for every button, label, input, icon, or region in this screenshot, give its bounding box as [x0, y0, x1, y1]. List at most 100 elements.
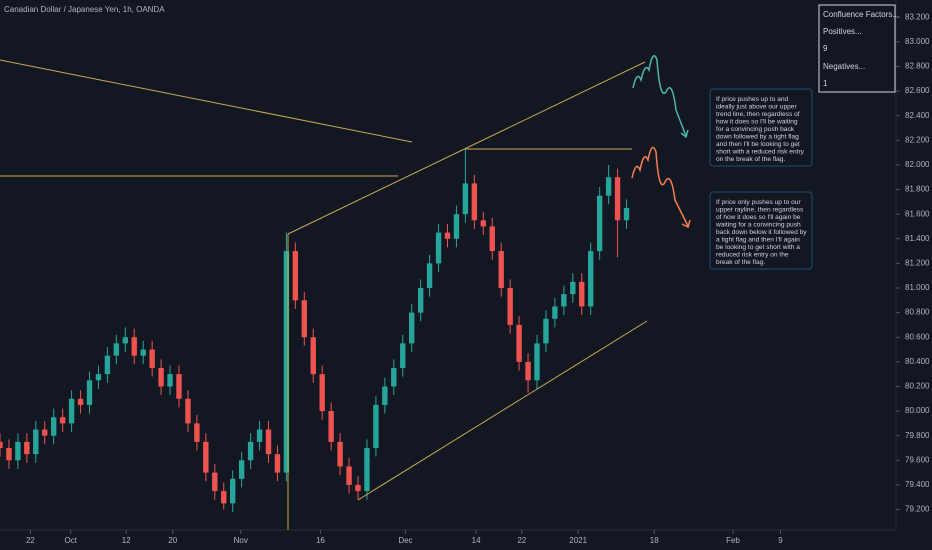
- candle-body: [373, 404, 379, 448]
- candle-body: [59, 417, 66, 424]
- x-tick-label: Oct: [64, 536, 77, 545]
- candle-body: [364, 448, 370, 492]
- x-tick-label: 2021: [569, 536, 587, 545]
- x-tick-label: Nov: [234, 536, 248, 545]
- candle-body: [534, 343, 540, 381]
- annotation-text: back down below it followed by: [716, 229, 807, 236]
- positives-count: 9: [823, 44, 828, 53]
- annotation-text: be looking to get short with a: [716, 244, 800, 251]
- candle-body: [131, 337, 137, 356]
- candle-body: [301, 300, 307, 338]
- y-tick-label: 80.200: [905, 382, 930, 391]
- candle-body: [212, 472, 218, 492]
- projection-arrow: [631, 146, 689, 227]
- candle-body: [516, 324, 522, 362]
- candle-body: [614, 177, 621, 221]
- y-tick-label: 80.600: [905, 332, 930, 341]
- candle-body: [104, 355, 111, 375]
- annotation-text: short with a reduced risk entry: [716, 148, 805, 155]
- candle-body: [230, 478, 236, 504]
- candle-body: [382, 386, 388, 405]
- y-tick-label: 79.400: [905, 480, 930, 489]
- x-tick-label: 22: [517, 536, 526, 545]
- candle-body: [391, 368, 397, 387]
- candle-body: [95, 374, 102, 381]
- annotation-text: for a convincing push back: [716, 126, 795, 133]
- confluence-heading: Confluence Factors...: [823, 10, 899, 19]
- y-tick-label: 79.800: [905, 431, 930, 440]
- x-tick-label: 16: [316, 536, 325, 545]
- candle-body: [51, 417, 57, 436]
- candle-body: [355, 484, 361, 492]
- annotation-text: If price only pushes up to our: [716, 199, 801, 206]
- candle-body: [444, 232, 451, 239]
- x-tick-label: Feb: [726, 536, 740, 545]
- y-tick-label: 82.200: [905, 135, 930, 144]
- y-tick-label: 83.200: [905, 12, 930, 21]
- candle-body: [194, 423, 200, 442]
- candle-body: [543, 318, 549, 344]
- candle-body: [525, 361, 531, 381]
- annotation-text: and then I'll be looking to get: [716, 141, 800, 148]
- candle-body: [596, 195, 603, 252]
- candle-body: [435, 232, 442, 264]
- annotation-text: break of the flag.: [716, 259, 765, 266]
- candle-body: [605, 177, 612, 196]
- candle-body: [0, 441, 3, 448]
- candle-body: [283, 251, 290, 473]
- candle-body: [274, 454, 281, 473]
- y-tick-label: 82.000: [905, 160, 930, 169]
- candle-body: [489, 226, 495, 252]
- annotation-box: [709, 191, 813, 270]
- y-tick-label: 81.200: [905, 258, 930, 267]
- y-tick-label: 82.400: [905, 111, 930, 120]
- candle-body: [346, 466, 352, 485]
- y-tick-label: 79.600: [905, 455, 930, 464]
- y-tick-label: 79.200: [905, 505, 930, 514]
- candle-body: [24, 441, 30, 455]
- annotation-text: on the break of the flag.: [716, 156, 785, 163]
- y-tick-label: 80.000: [905, 406, 930, 415]
- annotation-text: down followed by a tight flag: [716, 133, 799, 140]
- candle-body: [480, 220, 486, 227]
- negatives-label: Negatives...: [823, 62, 865, 71]
- annotation-text: waiting for a convincing push: [715, 221, 801, 228]
- candle-body: [588, 251, 594, 307]
- y-tick-label: 81.800: [905, 185, 930, 194]
- candle-body: [203, 441, 209, 473]
- candle-body: [86, 380, 93, 405]
- y-tick-label: 80.800: [905, 308, 930, 317]
- x-tick-label: 14: [472, 536, 481, 545]
- negatives-count: 1: [823, 79, 828, 88]
- candle-body: [570, 281, 576, 295]
- candle-body: [409, 312, 415, 344]
- y-tick-label: 83.000: [905, 37, 930, 46]
- candle-body: [176, 374, 182, 399]
- candle-body: [552, 306, 558, 319]
- candle-body: [140, 349, 146, 356]
- candle-body: [221, 491, 227, 504]
- candle-body: [579, 281, 585, 307]
- annotation-text: upper rayline, then regardless: [716, 206, 804, 213]
- annotation-text: If price pushes up to and: [716, 96, 789, 103]
- annotation-text: of how it does so I'll again be: [716, 214, 801, 221]
- annotation-box: [709, 88, 813, 167]
- x-tick-label: 12: [122, 536, 131, 545]
- candle-body: [158, 368, 164, 387]
- candle-body: [113, 343, 120, 356]
- candle-body: [77, 398, 84, 405]
- confluence-box: [818, 4, 896, 93]
- candle-body: [498, 251, 504, 288]
- candle-body: [167, 374, 173, 387]
- candle-body: [328, 411, 334, 442]
- x-tick-label: 22: [26, 536, 35, 545]
- candle-body: [122, 337, 128, 344]
- candle-body: [310, 337, 316, 375]
- candle-body: [319, 374, 325, 412]
- candle-body: [68, 398, 75, 424]
- y-tick-label: 81.400: [905, 234, 930, 243]
- candle-body: [265, 429, 272, 455]
- candle-body: [426, 263, 433, 288]
